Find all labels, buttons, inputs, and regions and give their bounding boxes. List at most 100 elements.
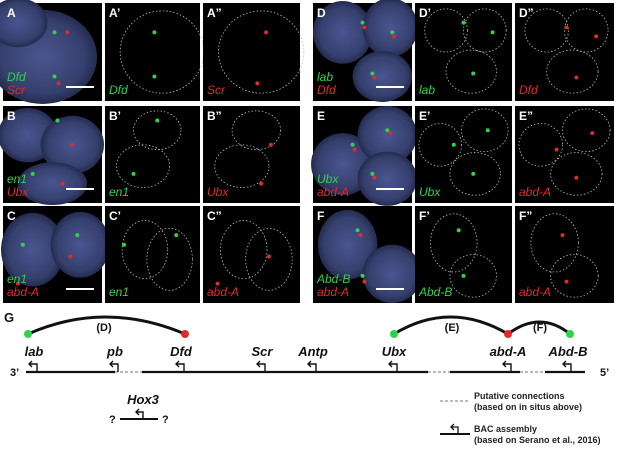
panel-label: B” [207,109,222,123]
fish-signal-green [485,128,490,133]
panel-label: D [317,6,326,20]
nucleus-outline [461,108,509,152]
transcription-arrow [502,360,512,372]
nucleus-outline [550,254,599,298]
nucleus-outline [546,49,599,94]
nucleus-outline [218,10,305,94]
fish-signal-green [52,74,57,79]
panel-label: F” [519,209,532,223]
nucleus-outline [562,108,611,152]
gene-label-lab: lab [25,344,44,359]
panel-label: E’ [419,109,430,123]
legend-putative-note: (based on in situs above) [474,402,582,412]
fish-signal-red [266,254,271,259]
panel-d-double-prime: D” Dfd [515,3,614,101]
nucleus-stain [357,151,417,206]
fish-signal-red [362,25,367,30]
nucleus-outline [524,8,569,53]
fish-signal-red [264,30,269,35]
probe-label-red: Ubx [207,185,229,199]
fish-signal-red [352,147,357,152]
nucleus-outline [231,110,282,151]
contact-dot-red [181,330,189,338]
nucleus-outline [214,144,270,188]
contact-dot-red [504,330,512,338]
fish-signal-red [564,25,569,30]
fish-signal-red [372,175,377,180]
nucleus-stain [352,51,412,102]
gene-label-abd-a: abd-A [490,344,527,359]
fish-signal-green [456,228,461,233]
panel-g-label: G [4,310,14,325]
fish-signal-red [574,175,579,180]
panel-label: C’ [109,209,121,223]
contact-dot-green [566,330,574,338]
panel-background [415,206,512,303]
panel-e-double-prime: E” abd-A [515,106,614,203]
arc-label-d: (D) [96,322,112,334]
panel-label: A [7,6,16,20]
fish-signal-red [594,34,599,39]
panel-label: E” [519,109,533,123]
fish-signal-red [574,75,579,80]
panel-label: D” [519,6,534,20]
fish-signal-red [554,147,559,152]
fish-signal-red [68,254,73,259]
fish-signal-green [355,228,360,233]
probe-label-green: Ubx [419,185,441,199]
transcription-arrow [175,360,185,372]
probe-label-red: Ubx [7,185,29,199]
panel-background [203,3,300,101]
panel-e-prime: E’ Ubx [415,106,512,203]
probe-label-green: Dfd [109,83,128,97]
nucleus-stain [362,244,422,303]
contact-dot-green [390,330,398,338]
panel-a-double-prime: A” Scr [203,3,305,101]
fish-signal-red [388,131,393,136]
fish-signal-green [350,142,355,147]
panel-b-double-prime: B” Ubx [203,106,300,203]
fish-signal-red [358,233,363,238]
fish-signal-green [360,273,365,278]
fish-signal-green [30,171,35,176]
nucleus-outline [518,123,563,167]
fish-signal-green [131,171,136,176]
panel-background [203,206,300,303]
nucleus-stain [0,0,48,48]
gene-label-dfd: Dfd [170,344,193,359]
probe-label-red: abd-A [519,185,551,199]
probe-label-green: lab [317,70,333,84]
nucleus-outline [449,152,501,196]
panel-label: E [317,109,325,123]
panel-c-prime: C’ en1 [105,206,200,303]
fish-signal-red [60,181,65,186]
fish-signal-green [122,242,126,247]
transcription-arrow [562,360,572,372]
probe-label-green: Abd-B [316,272,350,286]
fish-signal-red [255,81,260,86]
nucleus-outline [424,8,468,53]
panel-b-prime: B’ en1 [105,106,200,203]
fish-signal-green [174,233,179,238]
arc-label-e: (E) [445,322,460,334]
panel-background [515,206,614,303]
fish-signal-green [152,30,157,35]
probe-label-red: Scr [207,83,226,97]
gene-label-ubx: Ubx [382,344,407,359]
fish-signal-red [564,279,569,284]
fish-signal-green [55,118,60,123]
fish-signal-green [20,242,25,247]
panel-d-prime: D’ lab [415,3,512,101]
fish-signal-red [392,34,397,39]
panel-background [515,106,614,203]
fish-signal-green [370,71,375,76]
nucleus-outline [445,49,497,94]
nucleus-stain [17,162,88,205]
probe-label-green: lab [419,83,435,97]
nucleus-outline [116,144,171,188]
panel-f-double-prime: F” abd-A [515,206,614,303]
fish-signal-red [215,281,220,286]
